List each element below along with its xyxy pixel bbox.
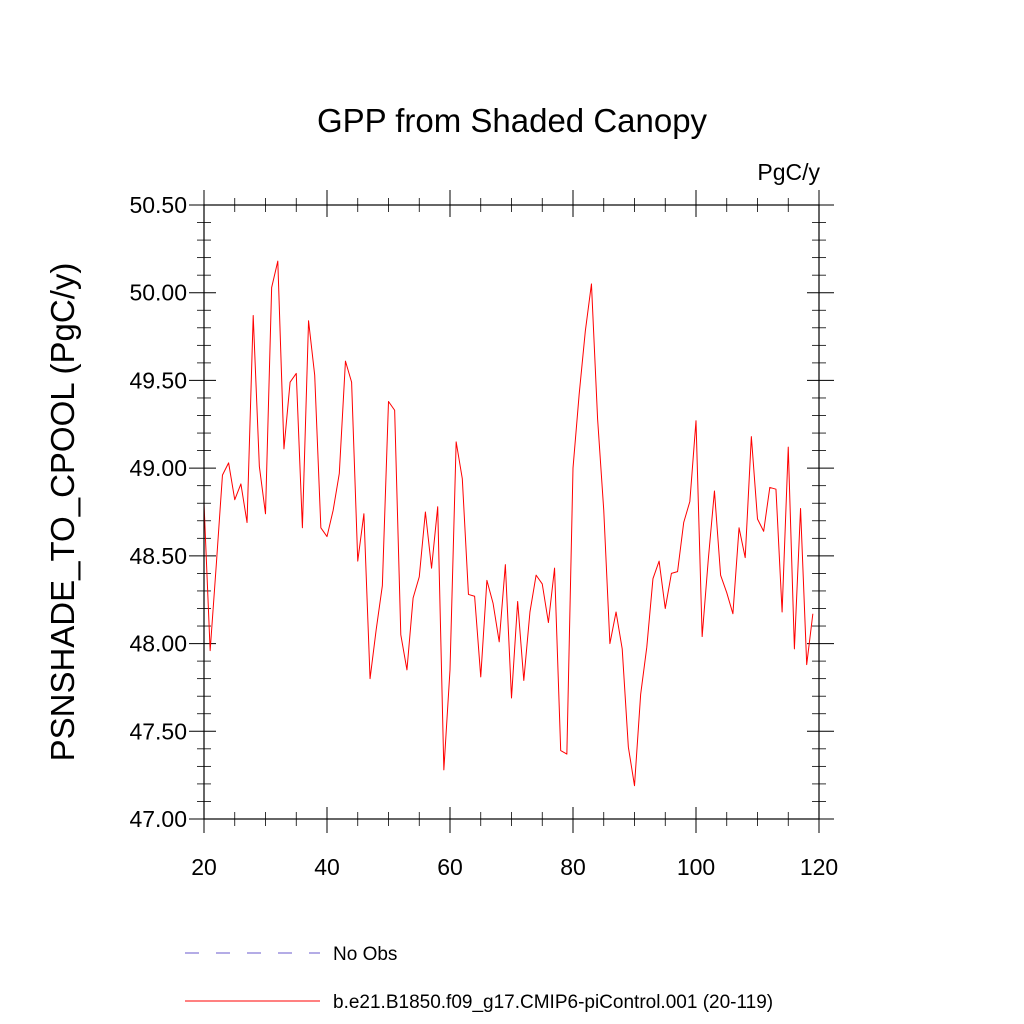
y-tick-label: 49.00 xyxy=(129,455,187,481)
x-tick-label: 60 xyxy=(437,854,463,880)
axis-ticks xyxy=(189,190,834,833)
y-tick-label: 47.50 xyxy=(129,718,187,744)
y-tick-label: 50.00 xyxy=(129,280,187,306)
x-tick-label: 100 xyxy=(677,854,715,880)
legend-label-no-obs: No Obs xyxy=(333,944,397,965)
y-tick-label: 48.00 xyxy=(129,631,187,657)
tick-labels: 47.00 47.50 48.00 48.50 49.00 49.50 50.00 50.50… xyxy=(129,192,838,880)
y-tick-label: 48.50 xyxy=(129,543,187,569)
y-tick-label: 50.50 xyxy=(129,192,187,218)
units-label: PgC/y xyxy=(757,159,820,185)
chart-title: GPP from Shaded Canopy xyxy=(317,102,708,139)
legend: No Obs b.e21.B1850.f09_g17.CMIP6-piContr… xyxy=(185,944,773,1013)
x-tick-label: 20 xyxy=(191,854,217,880)
x-tick-label: 120 xyxy=(800,854,838,880)
series-group xyxy=(203,260,814,787)
y-tick-label: 47.00 xyxy=(129,806,187,832)
series-line xyxy=(203,260,814,787)
plot-frame xyxy=(203,204,820,820)
y-axis-label: PSNSHADE_TO_CPOOL (PgC/y) xyxy=(44,263,81,762)
x-tick-label: 80 xyxy=(560,854,586,880)
y-tick-label: 49.50 xyxy=(129,367,187,393)
x-tick-label: 40 xyxy=(314,854,340,880)
legend-label-model: b.e21.B1850.f09_g17.CMIP6-piControl.001 … xyxy=(333,992,773,1013)
